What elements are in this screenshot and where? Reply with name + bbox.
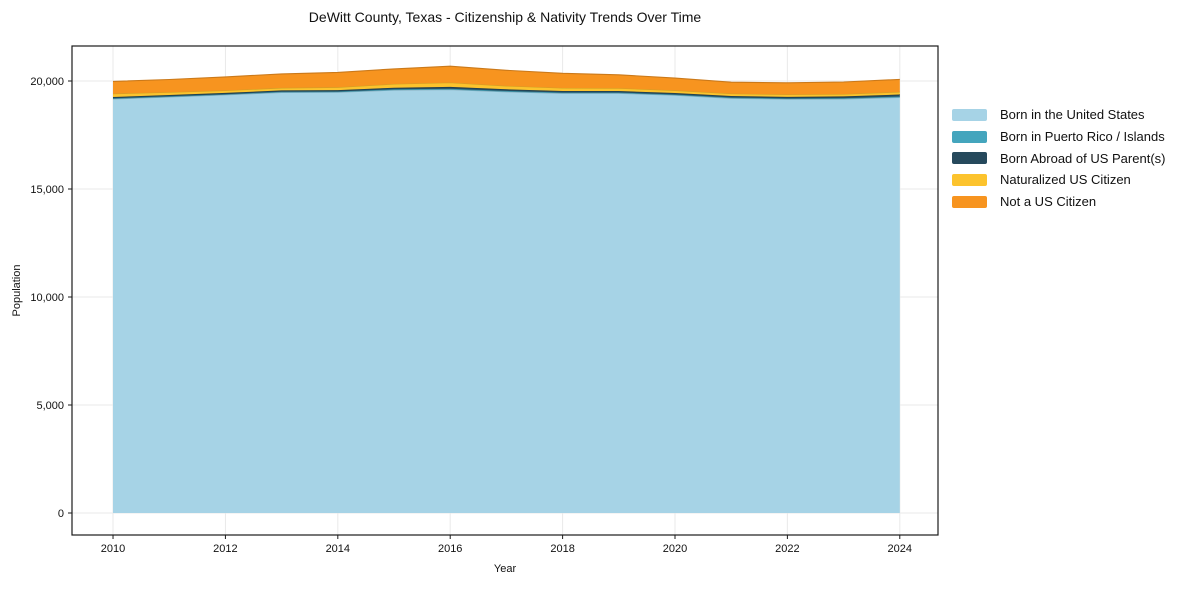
x-tick-label: 2018	[550, 543, 574, 555]
x-tick-label: 2020	[663, 543, 687, 555]
plot-border	[71, 45, 939, 536]
y-tick-label: 0	[58, 508, 64, 520]
legend-swatch	[952, 152, 987, 165]
area-band	[113, 86, 900, 99]
x-tick-label: 2014	[326, 543, 350, 555]
legend-label: Born Abroad of US Parent(s)	[1000, 150, 1166, 166]
x-tick-label: 2012	[213, 543, 237, 555]
area-band	[113, 89, 900, 513]
legend-item: Not a US Citizen	[952, 191, 1165, 213]
legend-item: Born in Puerto Rico / Islands	[952, 126, 1165, 148]
y-tick-label: 20,000	[30, 76, 64, 88]
legend-swatch	[952, 195, 987, 208]
x-tick-label: 2016	[438, 543, 462, 555]
legend-label: Born in Puerto Rico / Islands	[1000, 129, 1165, 145]
x-axis-label: Year	[494, 563, 517, 575]
legend-item: Born in the United States	[952, 104, 1165, 126]
x-tick-label: 2024	[888, 543, 912, 555]
legend-label: Naturalized US Citizen	[1000, 172, 1131, 188]
legend-swatch	[952, 130, 987, 143]
x-tick-label: 2022	[775, 543, 799, 555]
legend-label: Born in the United States	[1000, 107, 1145, 123]
legend-swatch	[952, 108, 987, 121]
y-tick-label: 5,000	[36, 400, 64, 412]
legend: Born in the United States Born in Puerto …	[952, 104, 1165, 212]
y-axis-label: Population	[11, 265, 23, 317]
y-tick-label: 10,000	[30, 292, 64, 304]
legend-item: Naturalized US Citizen	[952, 169, 1165, 191]
legend-label: Not a US Citizen	[1000, 194, 1097, 210]
area-band	[113, 82, 900, 97]
y-tick-label: 15,000	[30, 184, 64, 196]
legend-swatch	[952, 173, 987, 186]
x-tick-label: 2010	[101, 543, 125, 555]
area-band-edge	[112, 65, 900, 84]
chart-title: DeWitt County, Texas - Citizenship & Nat…	[308, 9, 702, 25]
legend-item: Born Abroad of US Parent(s)	[952, 147, 1165, 169]
